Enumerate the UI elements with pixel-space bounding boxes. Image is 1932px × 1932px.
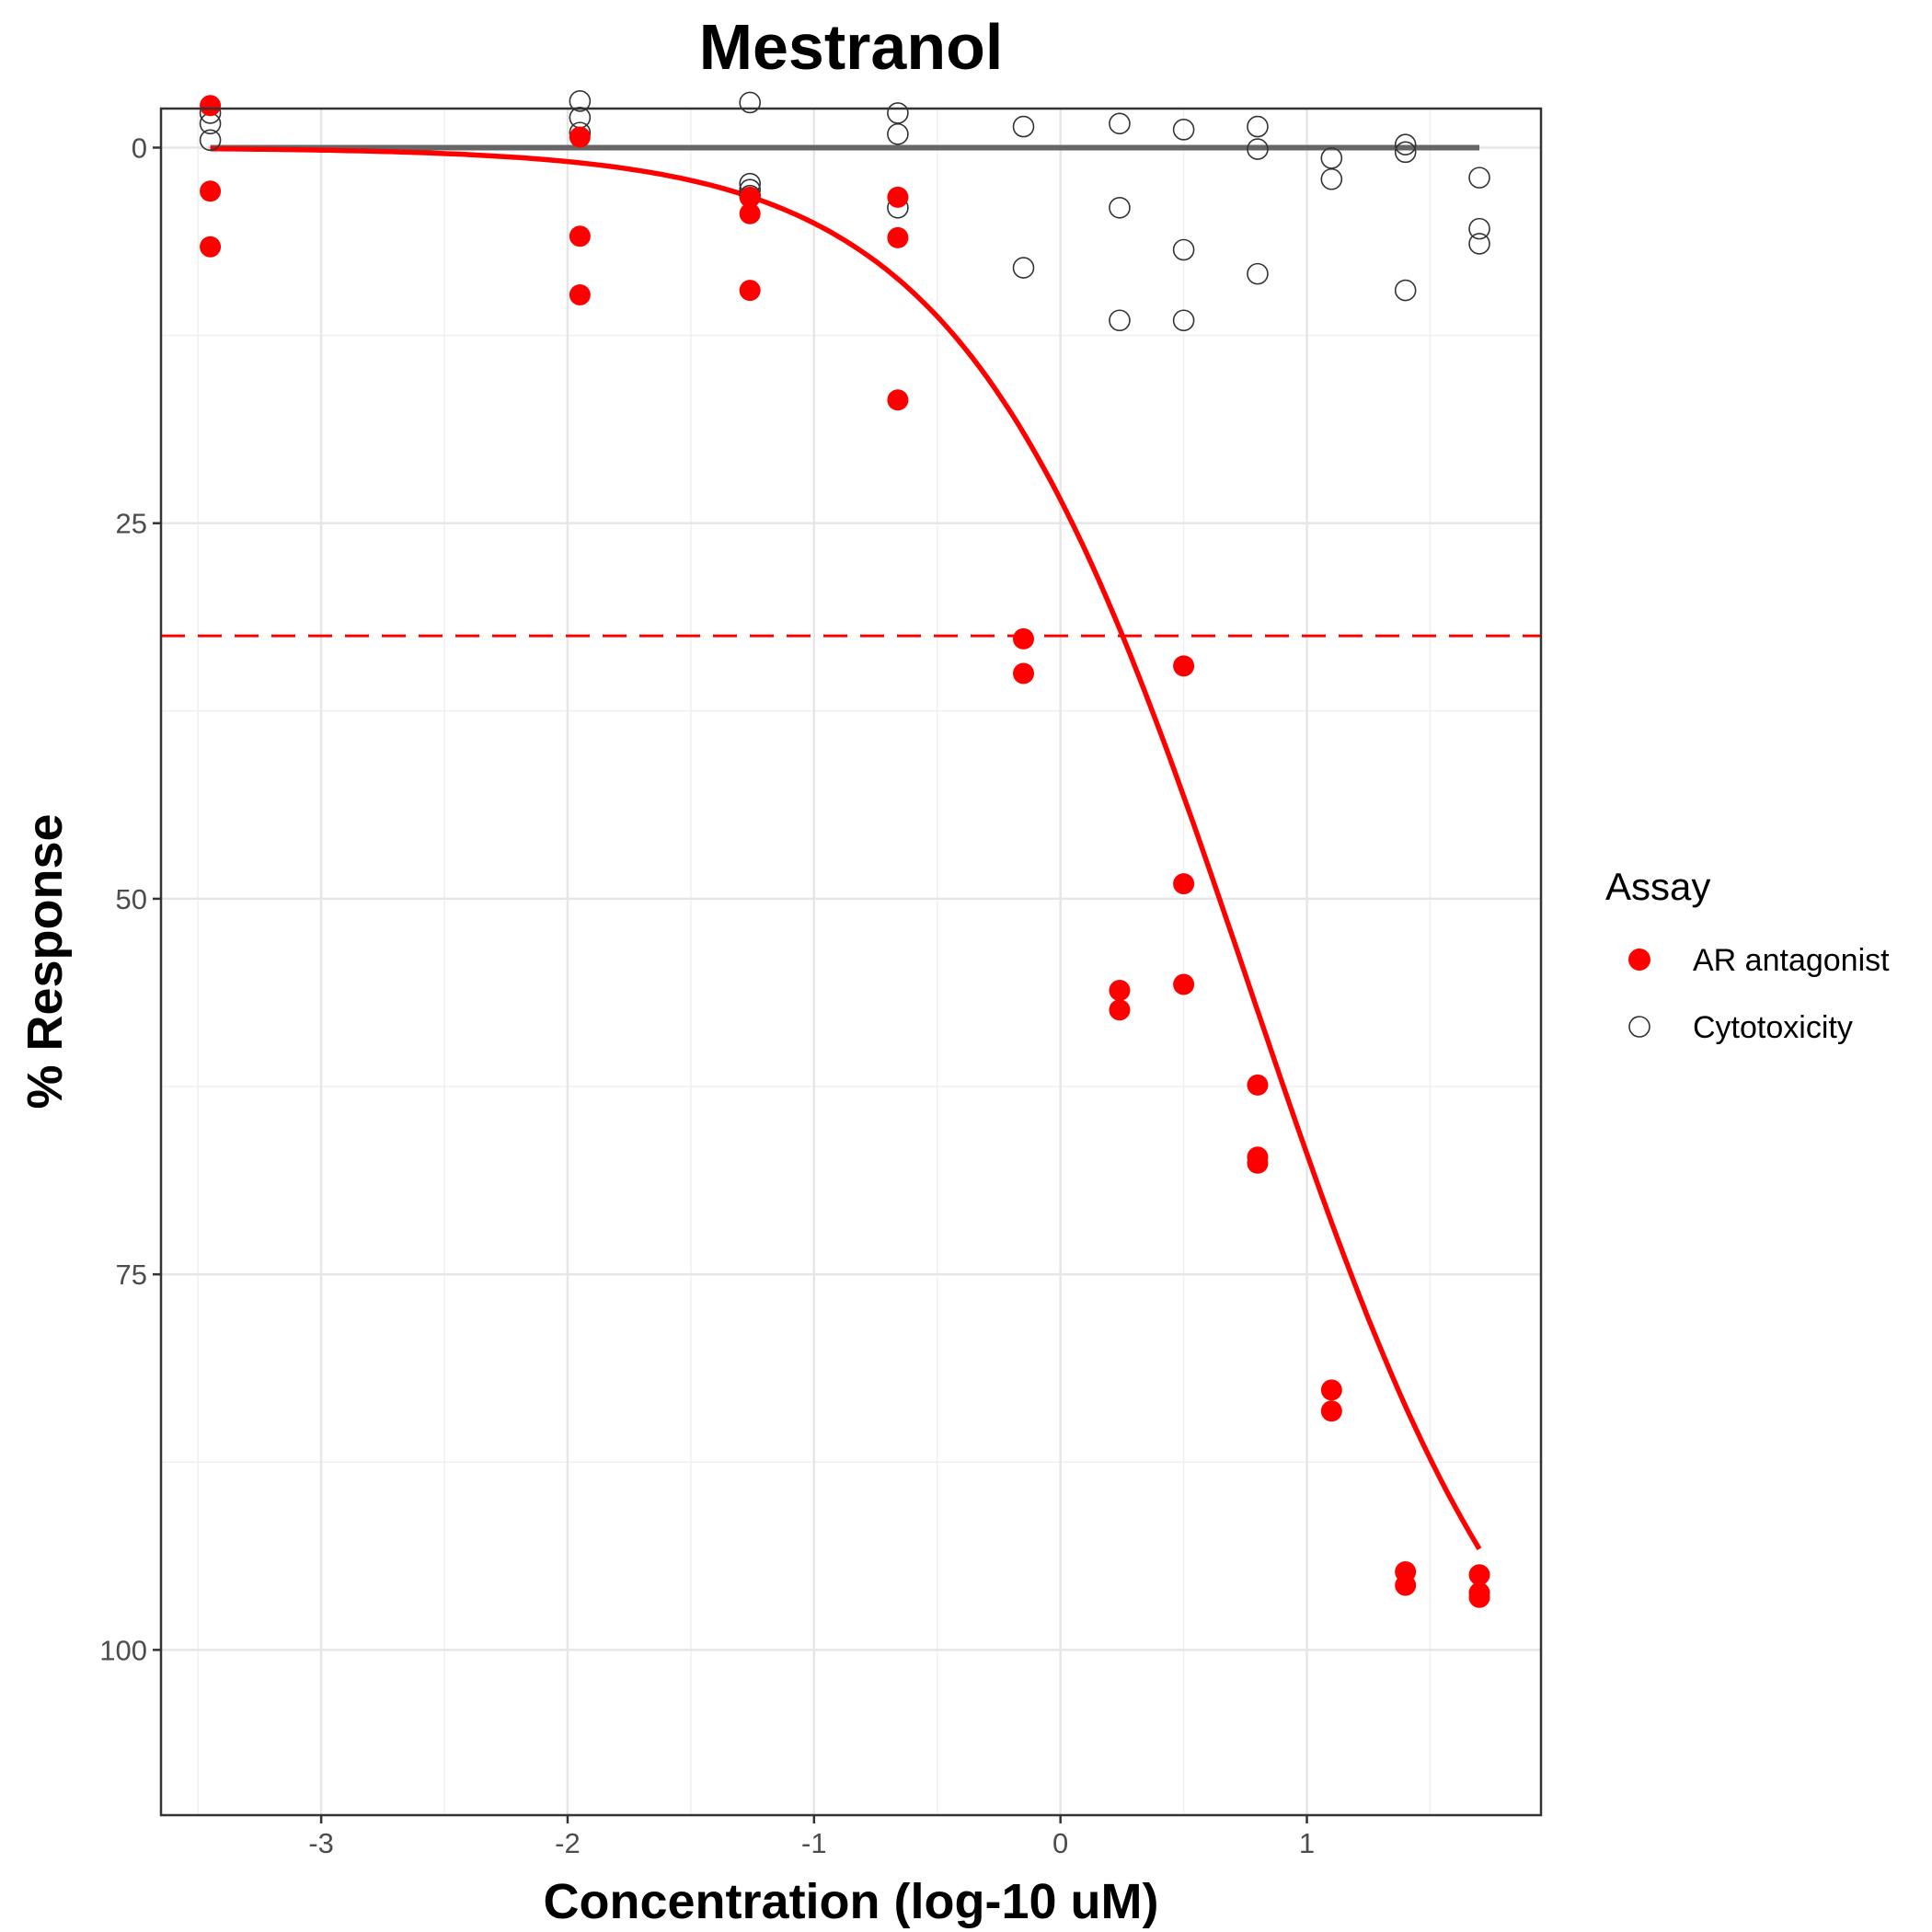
x-axis-title: Concentration (log-10 uM) <box>544 1874 1159 1929</box>
cytotoxicity-point <box>1172 119 1195 141</box>
cytotoxicity-point <box>887 102 909 124</box>
ar-antagonist-point <box>1247 1074 1269 1096</box>
legend-title: Assay <box>1605 865 1710 908</box>
legend-label-ar-antagonist: AR antagonist <box>1693 943 1890 978</box>
cytotoxicity-point <box>199 129 222 152</box>
cytotoxicity-point <box>1320 147 1343 169</box>
x-tick-label: -1 <box>801 1827 827 1859</box>
cytotoxicity-point <box>1109 196 1131 219</box>
legend-label-cytotoxicity: Cytotoxicity <box>1693 1010 1853 1045</box>
y-tick-label: 0 <box>132 132 147 164</box>
ar-antagonist-point <box>1013 627 1034 650</box>
cytotoxicity-point <box>1247 115 1269 138</box>
legend: Assay AR antagonist Cytotoxicity <box>1605 865 1890 1045</box>
cytotoxicity-point <box>1468 217 1490 240</box>
y-tick-label: 75 <box>116 1259 147 1291</box>
ar-antagonist-point <box>1320 1379 1342 1401</box>
legend-key-ar-antagonist <box>1628 949 1650 971</box>
ar-antagonist-point <box>1247 1152 1269 1174</box>
ar-antagonist-point <box>1320 1400 1342 1422</box>
cytotoxicity-point <box>739 91 761 114</box>
ar-antagonist-point <box>887 186 909 208</box>
ar-antagonist-point <box>569 126 591 148</box>
ar-antagonist-point <box>739 186 761 208</box>
y-axis-title: % Response <box>17 813 73 1109</box>
ar-antagonist-point <box>887 226 909 248</box>
ar-antagonist-point <box>569 225 591 247</box>
cytotoxicity-point <box>1320 167 1343 190</box>
x-tick-label: -2 <box>555 1827 581 1859</box>
ar-antagonist-point <box>739 202 761 224</box>
cytotoxicity-point <box>569 90 592 112</box>
ar-antagonist-point <box>1109 980 1131 1002</box>
ar-antagonist-point <box>1173 973 1195 995</box>
ar-antagonist-point <box>1013 662 1034 684</box>
cytotoxicity-point <box>1394 279 1417 302</box>
cytotoxicity-point <box>887 122 909 145</box>
x-tick-label: -3 <box>308 1827 334 1859</box>
cytotoxicity-point <box>1394 141 1417 164</box>
cytotoxicity-point <box>1468 233 1490 255</box>
x-axis: -3 -2 -1 0 1 <box>308 1815 1315 1859</box>
ar-antagonist-point <box>1468 1564 1490 1586</box>
y-axis: 0 25 50 75 100 <box>99 132 161 1666</box>
ar-antagonist-point <box>1395 1574 1417 1596</box>
cytotoxicity-point <box>1468 167 1490 189</box>
ar-antagonist-point <box>200 95 222 117</box>
ar-antagonist-point <box>569 283 591 305</box>
x-tick-label: 0 <box>1052 1827 1068 1859</box>
y-tick-label: 100 <box>99 1634 147 1666</box>
cytotoxicity-point <box>1109 112 1131 135</box>
chart-title: Mestranol <box>699 11 1004 83</box>
ar-antagonist-point <box>739 280 761 302</box>
grid <box>161 109 1541 1815</box>
cytotoxicity-point <box>1247 262 1269 285</box>
ar-antagonist-point <box>1468 1586 1490 1608</box>
ar-antagonist-point <box>1173 873 1195 895</box>
cytotoxicity-point <box>1012 115 1035 138</box>
ar-antagonist-point <box>200 236 222 258</box>
cytotoxicity-point <box>1109 309 1131 332</box>
cytotoxicity-point <box>1012 257 1035 279</box>
cytotoxicity-point <box>1172 238 1195 261</box>
ar-antagonist-point <box>887 389 909 411</box>
ar-antagonist-point <box>1173 655 1195 677</box>
plot-content <box>161 90 1541 1608</box>
x-tick-label: 1 <box>1299 1827 1315 1859</box>
cytotoxicity-point <box>1172 309 1195 332</box>
panel-border <box>159 107 1543 1817</box>
y-tick-label: 25 <box>116 508 147 540</box>
ar-antagonist-point <box>200 180 222 202</box>
cytotoxicity-point <box>1247 138 1269 160</box>
ar-antagonist-fit-curve <box>210 145 1482 1551</box>
y-tick-label: 50 <box>116 883 147 915</box>
legend-key-cytotoxicity <box>1628 1016 1650 1038</box>
ar-antagonist-point <box>1109 999 1131 1021</box>
cytotoxicity-point <box>1394 133 1417 155</box>
